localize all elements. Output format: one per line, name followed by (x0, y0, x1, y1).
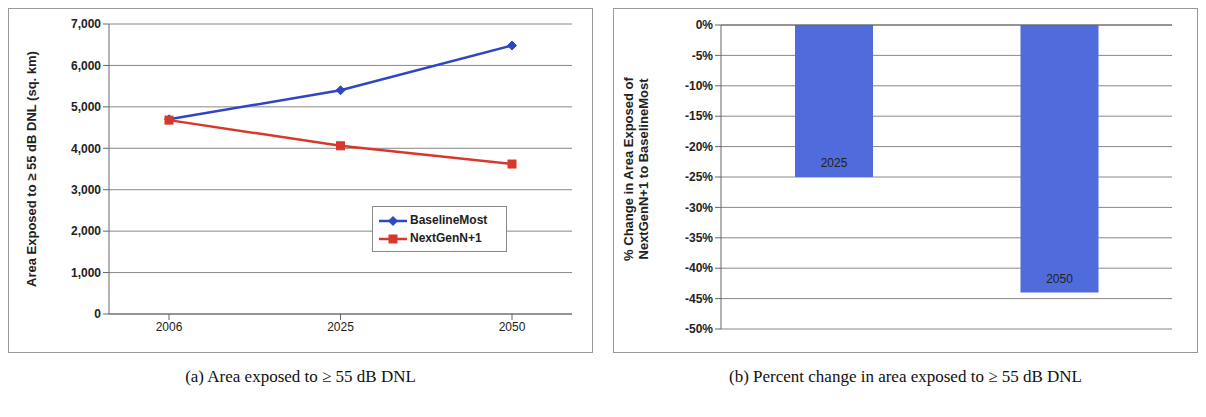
svg-text:-50%: -50% (685, 322, 713, 336)
svg-text:2025: 2025 (327, 320, 354, 334)
html-text:NextGenN+1: NextGenN+1 (410, 231, 482, 245)
svg-text:2025: 2025 (821, 156, 848, 170)
svg-text:2006: 2006 (156, 320, 183, 334)
svg-text:-20%: -20% (685, 140, 713, 154)
svg-text:2,000: 2,000 (71, 224, 101, 238)
svg-text:-25%: -25% (685, 170, 713, 184)
svg-text:2050: 2050 (499, 320, 526, 334)
html-text:% Change in Area Exposed of Ne: % Change in Area Exposed of NextGenN+1 t… (621, 77, 651, 261)
html-text:Area Exposed to ≥ 55 dB DNL (s: Area Exposed to ≥ 55 dB DNL (sq. km) (23, 51, 39, 287)
html-text:(a) Area exposed to ≥ 55 dB DN: (a) Area exposed to ≥ 55 dB DNL (185, 367, 416, 386)
svg-text:4,000: 4,000 (71, 142, 101, 156)
svg-text:-45%: -45% (685, 292, 713, 306)
svg-text:-15%: -15% (685, 109, 713, 123)
svg-text:1,000: 1,000 (71, 266, 101, 280)
svg-text:2050: 2050 (1046, 272, 1073, 286)
svg-text:7,000: 7,000 (71, 17, 101, 31)
html-text:BaselineMost: BaselineMost (410, 213, 488, 227)
svg-text:-5%: -5% (692, 49, 714, 63)
svg-text:-30%: -30% (685, 201, 713, 215)
svg-text:0: 0 (94, 307, 101, 321)
svg-text:5,000: 5,000 (71, 100, 101, 114)
svg-text:0%: 0% (696, 18, 714, 32)
svg-text:3,000: 3,000 (71, 183, 101, 197)
html-text:(b) Percent change in area exp: (b) Percent change in area exposed to ≥ … (729, 367, 1082, 386)
svg-text:-40%: -40% (685, 261, 713, 275)
svg-text:6,000: 6,000 (71, 59, 101, 73)
svg-text:-35%: -35% (685, 231, 713, 245)
svg-text:-10%: -10% (685, 79, 713, 93)
